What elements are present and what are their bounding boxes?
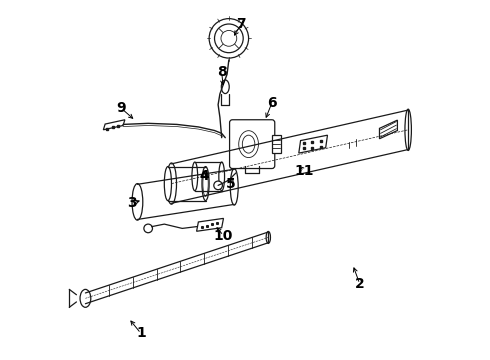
Text: 11: 11 — [294, 164, 314, 178]
Text: 8: 8 — [217, 66, 226, 80]
Ellipse shape — [221, 80, 229, 94]
Ellipse shape — [266, 231, 270, 243]
Text: 9: 9 — [117, 101, 126, 115]
Circle shape — [144, 224, 152, 233]
Text: 4: 4 — [199, 170, 209, 183]
Ellipse shape — [239, 131, 258, 158]
Text: 5: 5 — [226, 177, 236, 190]
Circle shape — [214, 181, 222, 190]
FancyBboxPatch shape — [230, 120, 275, 168]
Text: 2: 2 — [355, 277, 365, 291]
Circle shape — [221, 31, 237, 46]
Ellipse shape — [82, 292, 88, 304]
Ellipse shape — [203, 171, 208, 196]
Ellipse shape — [405, 109, 412, 150]
Ellipse shape — [80, 289, 91, 307]
Circle shape — [209, 19, 248, 58]
Polygon shape — [379, 120, 397, 139]
Text: 7: 7 — [237, 17, 246, 31]
Ellipse shape — [132, 184, 143, 220]
Polygon shape — [196, 219, 223, 231]
Ellipse shape — [164, 167, 171, 201]
Ellipse shape — [167, 163, 176, 204]
Ellipse shape — [192, 162, 197, 191]
Text: 1: 1 — [136, 327, 146, 341]
Text: 6: 6 — [267, 96, 277, 110]
Ellipse shape — [202, 167, 209, 201]
Ellipse shape — [230, 168, 238, 205]
Polygon shape — [299, 135, 327, 153]
Text: 10: 10 — [214, 229, 233, 243]
Polygon shape — [272, 135, 281, 153]
Text: 3: 3 — [127, 196, 137, 210]
Polygon shape — [103, 120, 125, 130]
Circle shape — [215, 24, 243, 53]
Ellipse shape — [219, 162, 224, 191]
Ellipse shape — [243, 135, 255, 153]
